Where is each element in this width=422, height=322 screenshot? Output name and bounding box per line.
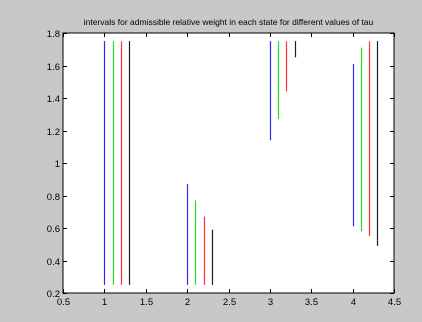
x-tick-label: 1 [102,297,107,308]
x-tick-label: 1.5 [140,297,153,308]
y-tick-label: 0.8 [47,192,60,203]
ticks-layer: 0.5 1 1.5 2 2.5 3 3.5 4 4.5 0.2 0.4 0.6 0.8 1 1.2 1.4 1.… [47,29,401,308]
x-tick-label: 3 [268,297,273,308]
x-tick-label: 2.5 [223,297,236,308]
y-tick-label: 0.4 [47,257,60,268]
y-tick-label: 1 [55,159,60,170]
x-tick-label: 4.5 [388,297,401,308]
y-tick-label: 1.2 [47,127,60,138]
y-tick-label: 1.4 [47,94,60,105]
axes-background [63,33,394,293]
chart-title: intervals for admissible relative weight… [84,17,374,27]
y-tick-label: 0.2 [47,289,60,300]
x-tick-label: 3.5 [305,297,318,308]
axes-frame [62,32,395,294]
x-tick-label: 0.5 [57,297,70,308]
series-layer [103,41,379,285]
y-tick-label: 1.6 [47,62,60,73]
y-tick-label: 1.8 [47,29,60,40]
x-tick-label: 2 [185,297,190,308]
y-tick-label: 0.6 [47,224,60,235]
x-tick-label: 4 [351,297,356,308]
